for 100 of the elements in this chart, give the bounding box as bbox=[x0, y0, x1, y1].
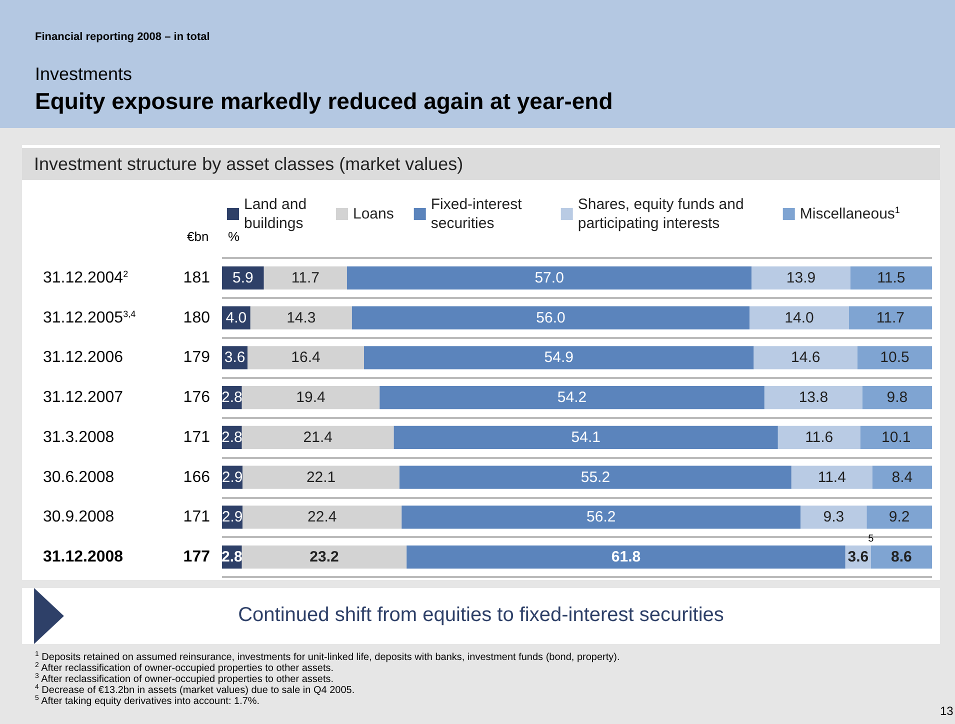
text: $^{5}$ After taking equity derivatives into account: 1.7%. bbox=[35, 695, 260, 707]
data-label: 2.8 bbox=[222, 548, 242, 566]
data-label: 2.9 bbox=[222, 508, 243, 526]
data-label: 13.9 bbox=[786, 269, 816, 286]
data-label: 11.5 bbox=[877, 269, 906, 286]
data-label: 5.9 bbox=[232, 269, 254, 286]
data-label: 2.8 bbox=[222, 389, 242, 406]
bar bbox=[764, 386, 862, 410]
bar bbox=[222, 266, 264, 290]
bar bbox=[352, 306, 750, 330]
data-label: 55.2 bbox=[580, 468, 610, 486]
data-label: 22.4 bbox=[308, 508, 337, 526]
bar bbox=[406, 546, 846, 569]
bar bbox=[242, 386, 380, 410]
bar bbox=[242, 506, 402, 529]
legend-label: Shares, equity funds and participating interests bbox=[578, 196, 748, 232]
text: 171 bbox=[183, 428, 210, 446]
data-label: 9.3 bbox=[823, 508, 844, 526]
data-label: 56.2 bbox=[586, 508, 616, 526]
text: 181 bbox=[183, 269, 210, 286]
data-label: 8.4 bbox=[892, 468, 913, 486]
text: $^{3}$ After reclassification of owner-occupied properties to other assets. bbox=[35, 673, 334, 685]
annotation: 5 bbox=[868, 534, 874, 545]
data-label: 13.8 bbox=[798, 389, 828, 406]
bar bbox=[778, 426, 860, 449]
data-label: 3.6 bbox=[848, 548, 869, 566]
data-label: 19.4 bbox=[296, 389, 326, 406]
data-label: 54.1 bbox=[571, 428, 600, 446]
data-label: 4.0 bbox=[226, 309, 247, 326]
y-tick-label: 31.3.2008 bbox=[43, 428, 114, 446]
data-label: 57.0 bbox=[534, 269, 564, 286]
bar bbox=[850, 266, 932, 290]
data-label: 61.8 bbox=[611, 548, 641, 566]
data-label: 11.7 bbox=[291, 269, 320, 286]
text: €bn bbox=[187, 229, 209, 244]
data-label: 9.8 bbox=[886, 389, 908, 406]
text: 166 bbox=[183, 468, 210, 486]
chart-title: Equity exposure markedly reduced again at year-end bbox=[35, 88, 613, 115]
text: $^{1}$ Deposits retained on assumed reinsurance, investments for unit-linked life, deposits with banks, investment funds (bond, property). bbox=[35, 651, 620, 663]
data-label: 11.6 bbox=[805, 428, 834, 446]
bar bbox=[346, 266, 752, 290]
bar bbox=[872, 466, 932, 489]
bar bbox=[791, 466, 872, 489]
bar bbox=[848, 306, 932, 330]
data-label: 3.6 bbox=[224, 349, 246, 366]
bar bbox=[380, 386, 764, 410]
text: 13 bbox=[940, 704, 954, 718]
data-label: 2.9 bbox=[222, 468, 243, 486]
data-label: 11.7 bbox=[876, 309, 905, 326]
bar bbox=[364, 346, 754, 370]
y-tick-label: 30.9.2008 bbox=[43, 508, 114, 526]
bar bbox=[857, 346, 932, 370]
data-label: 10.5 bbox=[880, 349, 910, 366]
data-label: 14.3 bbox=[286, 309, 316, 326]
bar bbox=[264, 266, 347, 290]
data-label: 54.9 bbox=[544, 349, 574, 366]
bar bbox=[860, 426, 932, 449]
data-label: 16.4 bbox=[291, 349, 320, 366]
bar bbox=[862, 386, 932, 410]
text: 176 bbox=[183, 389, 210, 406]
bar bbox=[870, 546, 932, 569]
legend-label: Loans bbox=[353, 206, 394, 222]
bar bbox=[242, 426, 394, 449]
data-label: 14.0 bbox=[784, 309, 814, 326]
text: 171 bbox=[183, 508, 210, 526]
data-label: 56.0 bbox=[536, 309, 566, 326]
text: 179 bbox=[183, 349, 210, 366]
text: 177 bbox=[183, 548, 210, 566]
text: % bbox=[228, 229, 240, 244]
bar bbox=[394, 426, 778, 449]
legend-label: Fixed-interest securities bbox=[430, 196, 526, 232]
data-label: 2.8 bbox=[222, 428, 242, 446]
data-label: 21.4 bbox=[303, 428, 332, 446]
bar bbox=[866, 506, 932, 529]
bar bbox=[402, 506, 801, 529]
data-label: 11.4 bbox=[818, 468, 846, 486]
bar bbox=[250, 306, 352, 330]
bar bbox=[800, 506, 867, 529]
y-tick-label: 30.6.2008 bbox=[43, 468, 114, 486]
bar bbox=[752, 266, 850, 290]
y-tick-label: 31.12.2006 bbox=[43, 349, 124, 366]
data-label: 14.6 bbox=[791, 349, 820, 366]
bar bbox=[242, 466, 400, 489]
data-label: 9.2 bbox=[888, 508, 910, 526]
text: $^{2}$ After reclassification of owner-occupied properties to other assets. bbox=[35, 662, 334, 674]
y-tick-label: 31.12.2007 bbox=[43, 389, 124, 406]
data-label: 8.6 bbox=[891, 548, 912, 566]
bar bbox=[754, 346, 858, 370]
y-tick-label: 31.12.2008 bbox=[43, 548, 124, 566]
bar bbox=[750, 306, 849, 330]
data-label: 10.1 bbox=[882, 428, 911, 446]
text: 180 bbox=[183, 309, 210, 326]
bar bbox=[400, 466, 792, 489]
bar bbox=[248, 346, 364, 370]
text: $^{4}$ Decrease of €13.2bn in assets (market values) due to sale in Q4 2005. bbox=[35, 684, 355, 696]
text: Continued shift from equities to fixed-interest securities bbox=[237, 604, 725, 627]
legend-title: Investment structure by asset classes (market values) bbox=[22, 148, 940, 180]
legend-label: Land and buildings bbox=[244, 196, 311, 232]
bar bbox=[242, 546, 407, 569]
data-label: 22.1 bbox=[306, 468, 336, 486]
